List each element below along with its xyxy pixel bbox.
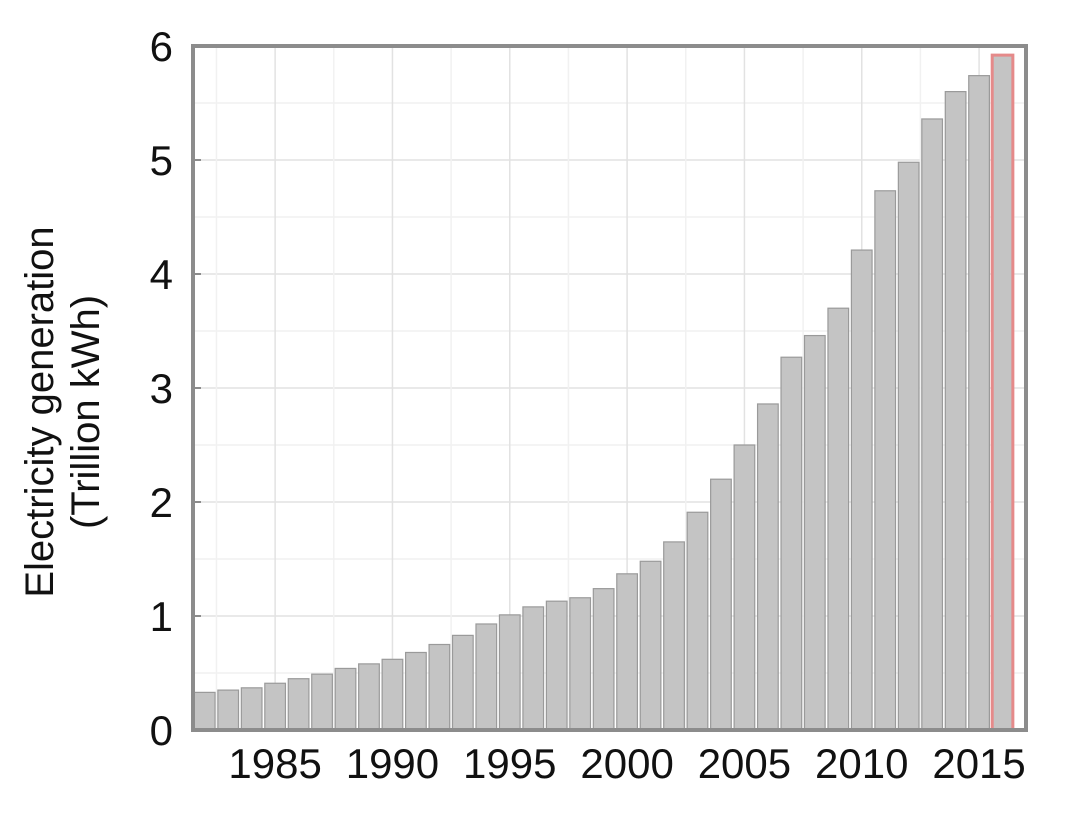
bar (921, 118, 944, 731)
y-axis-label-line2: (Trillion kWh) (64, 294, 108, 530)
y-tick-label: 4 (150, 251, 173, 298)
y-tick-label: 2 (150, 479, 173, 526)
bar (311, 673, 333, 731)
y-tick-label: 5 (150, 137, 173, 184)
bar (522, 606, 545, 731)
bar (428, 643, 451, 731)
bar (850, 249, 873, 731)
x-tick-label: 1995 (463, 740, 556, 787)
bar (287, 678, 310, 731)
bar (710, 478, 732, 731)
bar (358, 663, 380, 731)
y-tick-label: 1 (150, 593, 173, 640)
bar-highlighted (990, 53, 1015, 732)
bars (193, 53, 1015, 732)
bar (756, 403, 779, 731)
y-axis-label-line1: Electricity generation (18, 226, 62, 598)
y-tick-label: 3 (150, 365, 173, 412)
bar (686, 511, 709, 731)
bar (334, 667, 357, 731)
bar (569, 597, 592, 731)
y-axis-label-area: Electricity generation (Trillion kWh) (8, 0, 118, 818)
bar (545, 600, 568, 731)
y-axis-label: Electricity generation (Trillion kWh) (17, 226, 109, 597)
bar (451, 634, 474, 731)
bar (404, 651, 427, 731)
x-axis-ticks: 1985 1990 1995 2000 2005 2010 2015 (228, 740, 1025, 787)
bar (827, 307, 850, 731)
bar (193, 691, 216, 731)
y-tick-label: 6 (150, 23, 173, 70)
bar (639, 560, 662, 731)
bar (240, 687, 263, 731)
x-tick-label: 1985 (228, 740, 321, 787)
x-tick-label: 2010 (815, 740, 908, 787)
bar (968, 75, 990, 731)
bar (475, 623, 498, 731)
y-tick-label: 0 (150, 707, 173, 754)
y-axis-ticks: 0 1 2 3 4 5 6 (150, 23, 201, 754)
bar (874, 190, 897, 731)
x-tick-label: 2000 (580, 740, 673, 787)
x-tick-label: 2015 (932, 740, 1025, 787)
bar (592, 588, 615, 731)
bar (264, 682, 287, 731)
bar (897, 161, 920, 731)
bar (616, 573, 639, 731)
bar (780, 356, 803, 731)
bar (381, 658, 404, 731)
bar (663, 541, 685, 731)
bar (733, 444, 756, 731)
bar (217, 689, 240, 731)
x-tick-label: 2005 (698, 740, 791, 787)
x-tick-label: 1990 (346, 740, 439, 787)
bar (944, 90, 967, 731)
bar (803, 334, 826, 731)
bar (498, 614, 521, 731)
